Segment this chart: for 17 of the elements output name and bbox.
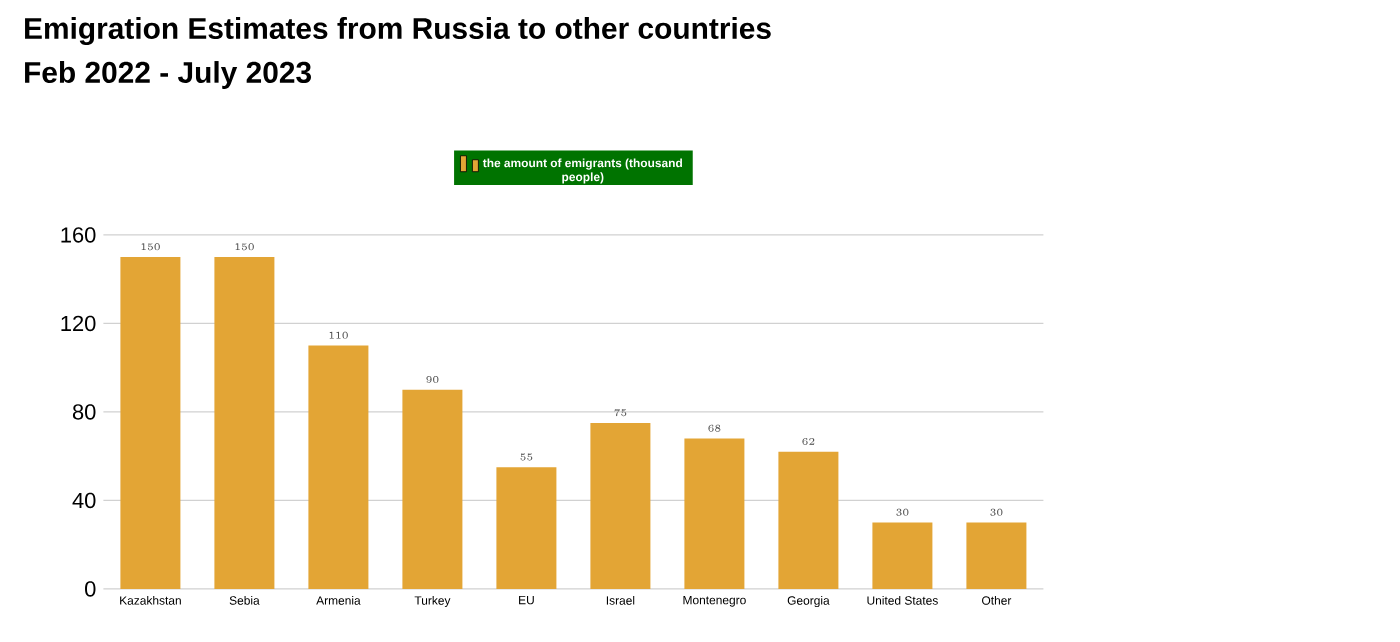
y-tick-label: 80 [72, 404, 96, 420]
bar [684, 438, 745, 589]
bar [872, 522, 933, 589]
y-tick-label: 160 [61, 227, 96, 243]
bar [308, 345, 369, 589]
bar [402, 389, 463, 589]
bar [496, 467, 557, 589]
chart-title: Emigration Estimates from Russia to other countries [25, 17, 771, 46]
y-tick-label: 120 [61, 315, 96, 332]
bar [120, 257, 181, 589]
y-tick-label: 0 [85, 581, 96, 597]
bar [778, 451, 839, 589]
bar [214, 257, 275, 589]
bar [966, 522, 1027, 589]
y-tick-label: 40 [72, 492, 96, 509]
bar [590, 422, 651, 589]
chart-subtitle: Feb 2022 - July 2023 [25, 61, 312, 89]
